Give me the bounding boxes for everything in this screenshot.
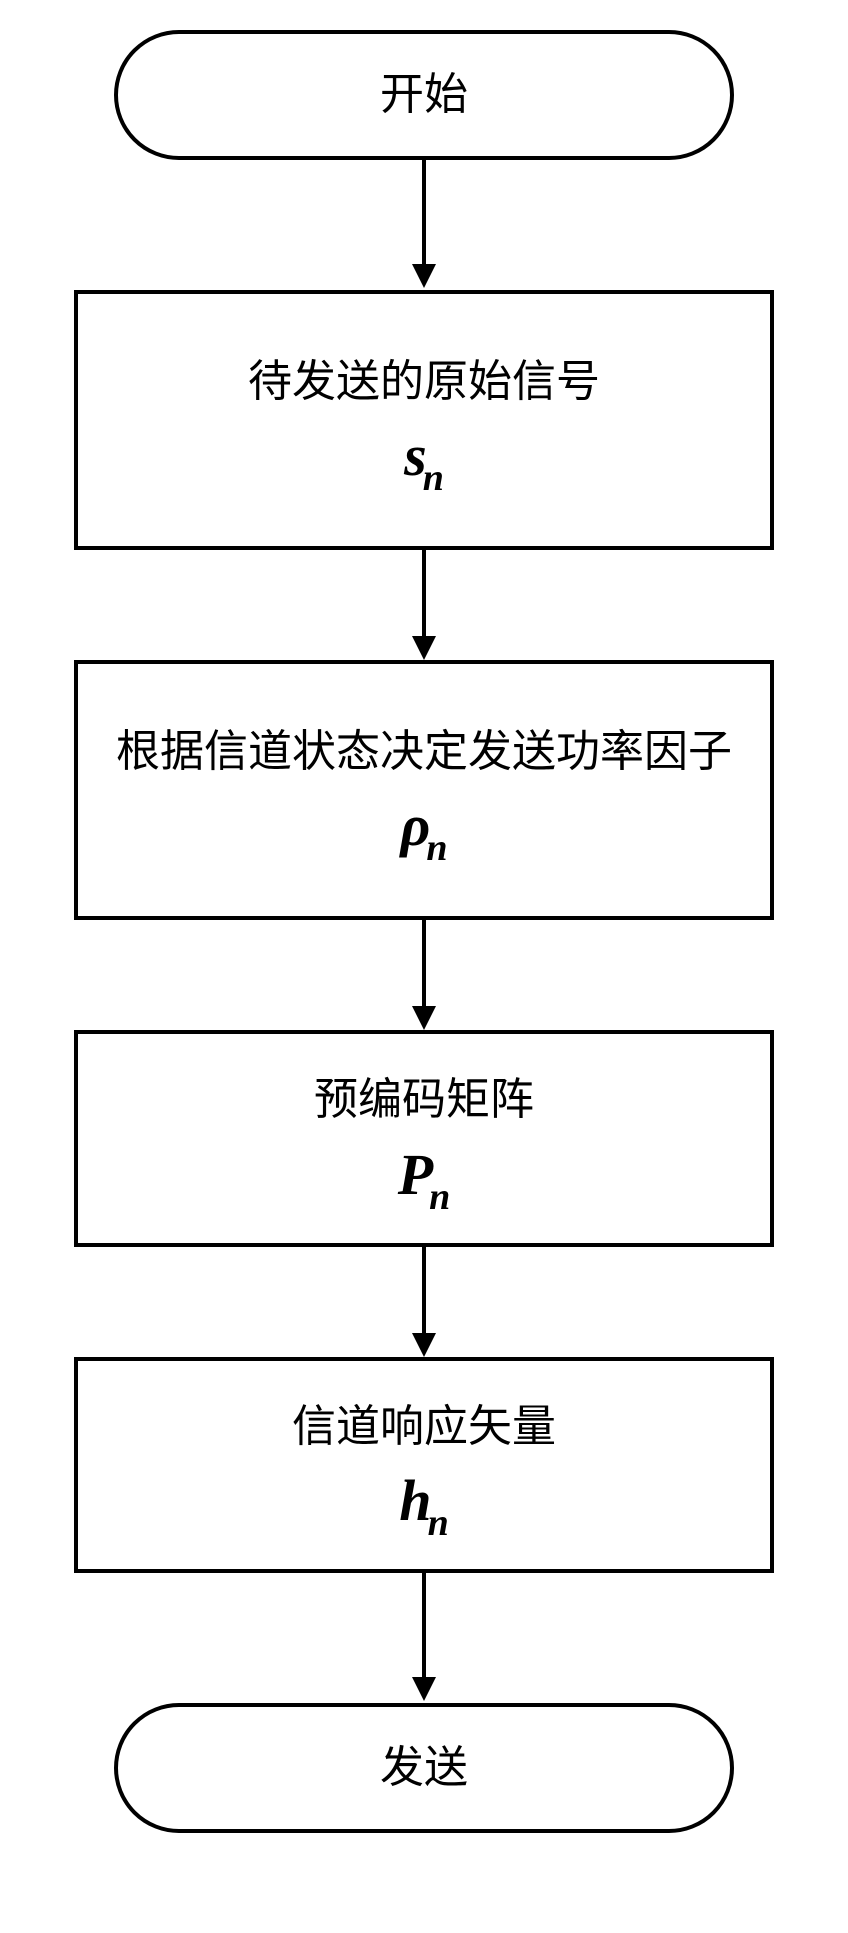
arrow-icon bbox=[404, 160, 444, 290]
start-node: 开始 bbox=[114, 30, 734, 160]
signal-label: 待发送的原始信号 bbox=[248, 351, 600, 413]
channel-node: 信道响应矢量 hn bbox=[74, 1357, 774, 1574]
arrow-4 bbox=[404, 1247, 444, 1357]
signal-node: 待发送的原始信号 sn bbox=[74, 290, 774, 550]
arrow-1 bbox=[404, 160, 444, 290]
start-label: 开始 bbox=[380, 64, 468, 126]
arrow-icon bbox=[404, 1247, 444, 1357]
send-label: 发送 bbox=[380, 1737, 468, 1799]
precode-label: 预编码矩阵 bbox=[314, 1069, 534, 1131]
arrow-icon bbox=[404, 920, 444, 1030]
power-label: 根据信道状态决定发送功率因子 bbox=[116, 721, 732, 783]
channel-label: 信道响应矢量 bbox=[292, 1396, 556, 1458]
signal-symbol: sn bbox=[404, 422, 444, 489]
channel-symbol-main: h bbox=[399, 1468, 431, 1533]
arrow-2 bbox=[404, 550, 444, 660]
channel-symbol: hn bbox=[399, 1467, 448, 1534]
arrow-icon bbox=[404, 550, 444, 660]
arrow-5 bbox=[404, 1573, 444, 1703]
arrow-icon bbox=[404, 1573, 444, 1703]
signal-symbol-sub: n bbox=[423, 457, 444, 499]
precode-node: 预编码矩阵 Pn bbox=[74, 1030, 774, 1247]
precode-symbol: Pn bbox=[398, 1141, 451, 1208]
power-symbol: ρn bbox=[400, 792, 447, 859]
flowchart-container: 开始 待发送的原始信号 sn 根据信道状态决定发送功率因子 ρn bbox=[74, 30, 774, 1833]
precode-symbol-main: P bbox=[398, 1142, 433, 1207]
power-node: 根据信道状态决定发送功率因子 ρn bbox=[74, 660, 774, 920]
arrow-3 bbox=[404, 920, 444, 1030]
power-symbol-sub: n bbox=[426, 827, 447, 869]
channel-symbol-sub: n bbox=[428, 1502, 449, 1544]
precode-symbol-sub: n bbox=[429, 1176, 450, 1218]
send-node: 发送 bbox=[114, 1703, 734, 1833]
